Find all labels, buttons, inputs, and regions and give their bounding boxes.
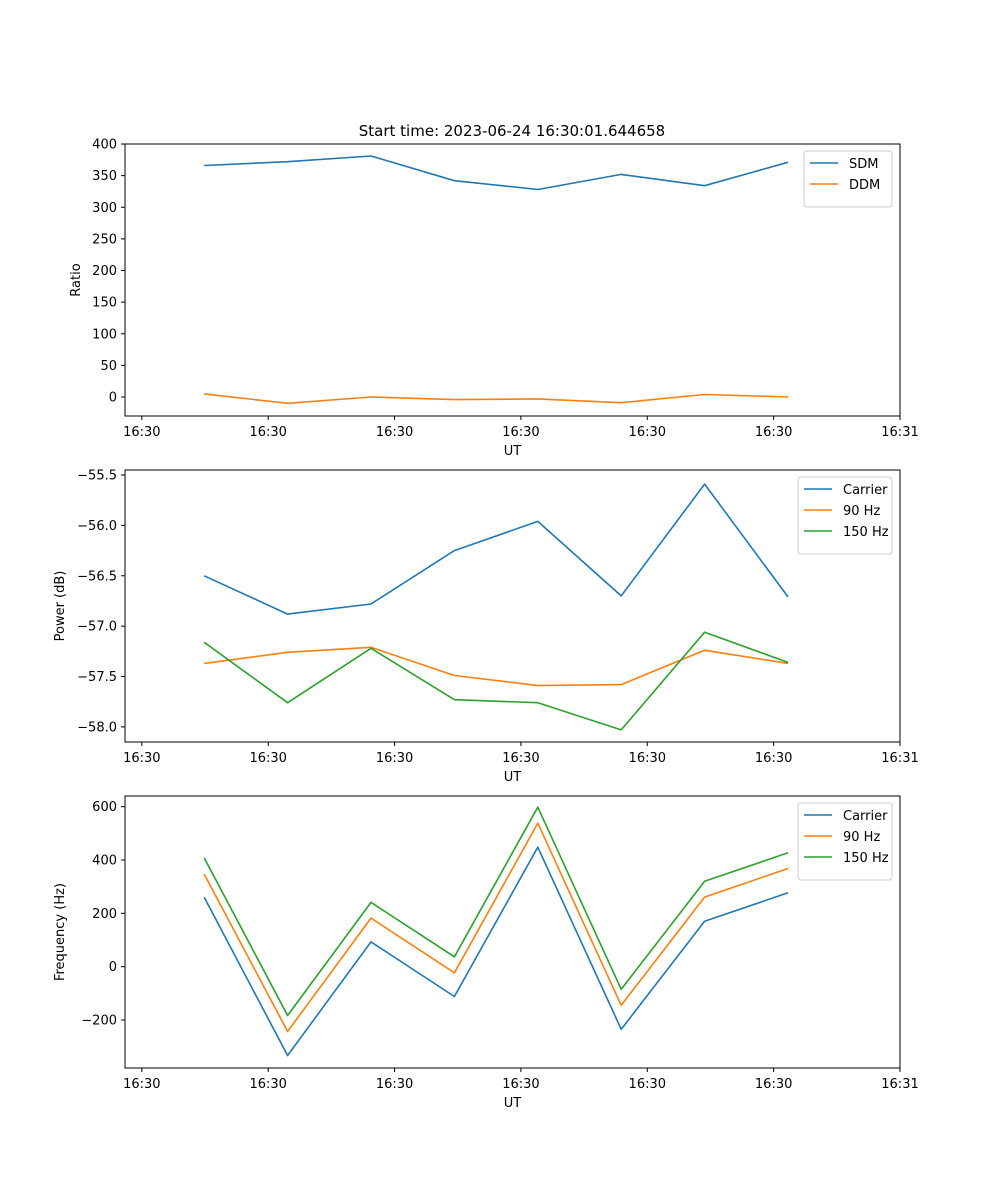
legend-label: 150 Hz [843, 525, 889, 540]
x-tick-label: 16:30 [629, 751, 666, 766]
y-tick-label: 50 [100, 359, 117, 374]
legend-label: 90 Hz [843, 830, 880, 845]
x-tick-label: 16:30 [502, 1077, 539, 1092]
y-tick-label: 250 [92, 232, 117, 247]
series-line-carrier [203, 846, 789, 1057]
legend-label: SDM [849, 157, 878, 172]
legend-box [797, 476, 893, 555]
x-tick-label: 16:30 [123, 425, 160, 440]
x-tick-label: 16:30 [376, 1077, 413, 1092]
chart-title: Start time: 2023-06-24 16:30:01.644658 [359, 122, 665, 140]
y-axis-label: Power (dB) [53, 571, 68, 642]
x-tick-label: 16:30 [502, 425, 539, 440]
frequency-panel: 16:30 16:30 16:30 16:30 16:30 16:30 16:31 −200 0… [53, 795, 919, 1111]
series-line-90-hz [204, 646, 789, 687]
series-line-sdm [204, 155, 789, 191]
y-tick-label: −58.0 [77, 720, 117, 735]
x-axis-label: UT [504, 770, 522, 785]
y-tick-label: 200 [92, 907, 117, 922]
x-tick-label: 16:30 [755, 751, 792, 766]
x-axis-label: UT [504, 444, 522, 459]
x-tick-label: 16:31 [881, 425, 918, 440]
y-tick-label: −57.5 [77, 670, 117, 685]
x-tick-label: 16:31 [881, 751, 918, 766]
x-tick-label: 16:30 [123, 751, 160, 766]
y-tick-label: 200 [92, 264, 117, 279]
x-tick-label: 16:30 [755, 425, 792, 440]
legend-label: Carrier [843, 809, 888, 824]
x-tick-label: 16:30 [376, 751, 413, 766]
legend-box [797, 802, 893, 881]
x-tick-label: 16:30 [629, 425, 666, 440]
legend-box [803, 150, 893, 208]
power-panel: 16:30 16:30 16:30 16:30 16:30 16:30 16:31 −58.0… [53, 469, 919, 785]
y-tick-label: 0 [109, 960, 117, 975]
y-tick-label: −55.5 [77, 469, 117, 484]
y-tick-label: −56.0 [77, 519, 117, 534]
x-tick-label: 16:30 [123, 1077, 160, 1092]
y-tick-label: 0 [109, 391, 117, 406]
x-tick-label: 16:30 [629, 1077, 666, 1092]
legend-label: Carrier [843, 483, 888, 498]
y-tick-label: 350 [92, 169, 117, 184]
y-axis-label: Ratio [69, 263, 84, 296]
legend-label: DDM [849, 178, 880, 193]
x-axis-label: UT [504, 1096, 522, 1111]
y-tick-label: 400 [92, 854, 117, 869]
series-line-carrier [203, 483, 789, 615]
legend-label: 90 Hz [843, 504, 880, 519]
y-tick-label: −200 [81, 1014, 117, 1029]
axes-frame [124, 143, 901, 417]
x-tick-label: 16:30 [502, 751, 539, 766]
y-tick-label: −56.5 [77, 569, 117, 584]
x-tick-label: 16:30 [249, 1077, 286, 1092]
x-tick-label: 16:30 [249, 751, 286, 766]
series-line-90-hz [203, 822, 789, 1033]
x-tick-label: 16:31 [881, 1077, 918, 1092]
y-tick-label: −57.0 [77, 620, 117, 635]
y-tick-label: 300 [92, 201, 117, 216]
y-tick-label: 100 [92, 327, 117, 342]
series-line-150-hz [203, 806, 789, 1017]
y-tick-label: 600 [92, 800, 117, 815]
x-tick-label: 16:30 [249, 425, 286, 440]
x-tick-label: 16:30 [755, 1077, 792, 1092]
ratio-panel: 16:30 16:30 16:30 16:30 16:30 16:30 16:31 0 50 10… [69, 138, 919, 460]
axes-frame [124, 795, 901, 1069]
y-axis-label: Frequency (Hz) [53, 883, 68, 981]
y-tick-label: 150 [92, 296, 117, 311]
x-tick-label: 16:30 [376, 425, 413, 440]
legend-label: 150 Hz [843, 851, 889, 866]
series-line-ddm [204, 393, 789, 405]
series-line-150-hz [203, 631, 789, 731]
axes-frame [124, 469, 901, 743]
y-tick-label: 400 [92, 138, 117, 153]
